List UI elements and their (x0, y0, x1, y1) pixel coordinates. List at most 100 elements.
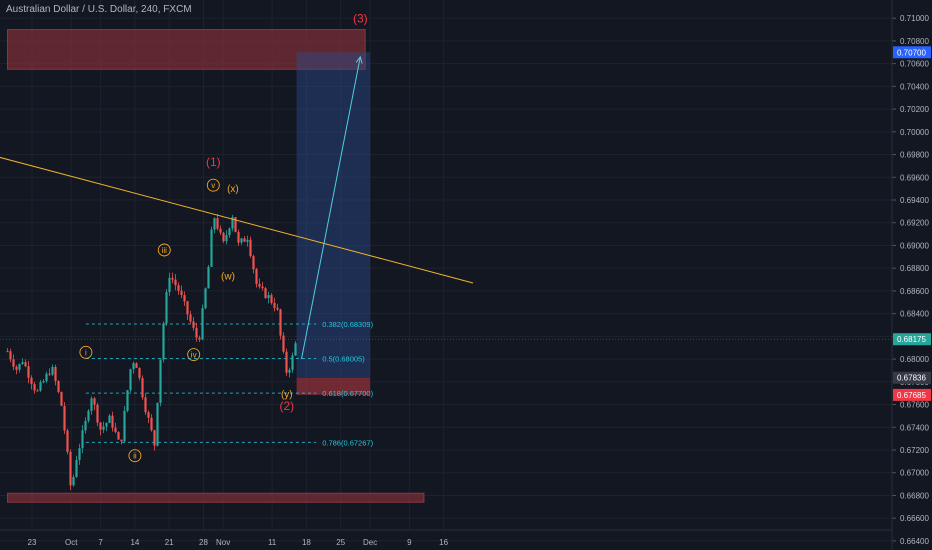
candle-body (39, 382, 42, 391)
candle-body (84, 420, 87, 431)
candle-body (210, 229, 213, 267)
candle-body (189, 314, 192, 322)
y-tick-label: 0.69600 (900, 173, 929, 182)
position-stop-zone (296, 377, 371, 395)
x-tick-label: 11 (268, 538, 277, 547)
candle-body (243, 238, 246, 242)
long-position-box[interactable] (296, 52, 371, 395)
fib-level-label: 0.618(0.67700) (322, 389, 373, 398)
candle-body (66, 430, 69, 452)
candle-body (270, 295, 273, 303)
fib-level-label: 0.382(0.68309) (322, 320, 373, 329)
candle-body (78, 448, 81, 460)
candle-body (225, 235, 228, 242)
candle-body (276, 307, 279, 310)
x-tick-label: 21 (165, 538, 174, 547)
candle-body (228, 228, 231, 236)
candle-body (12, 359, 15, 367)
y-tick-label: 0.67600 (900, 401, 929, 410)
candle-body (150, 417, 153, 431)
candle-body (117, 432, 120, 440)
x-tick-label: 28 (199, 538, 208, 547)
y-tick-label: 0.69800 (900, 151, 929, 160)
current-price-tag (893, 333, 931, 346)
candle-body (138, 367, 141, 379)
candle-body (267, 295, 270, 299)
candle-body (114, 427, 117, 433)
candle-body (174, 279, 177, 286)
candle-body (123, 410, 126, 442)
candle-body (186, 301, 189, 315)
candle-body (135, 363, 138, 368)
candle-body (252, 256, 255, 270)
candle-body (240, 238, 243, 243)
wave-circle (206, 178, 220, 192)
candle-body (48, 373, 51, 375)
entry-price-tag-text: 0.67836 (897, 374, 926, 383)
x-tick-label: 9 (407, 538, 412, 547)
current-price-tag-text: 0.68175 (897, 335, 926, 344)
candle-body (120, 439, 123, 442)
wave-circle (187, 348, 201, 361)
trendline-layer (0, 55, 892, 360)
wave-label: (2) (279, 399, 294, 413)
x-tick-label: 14 (130, 538, 139, 547)
candle-body (183, 295, 186, 302)
candle-body (255, 269, 258, 284)
candle-body (201, 308, 204, 340)
candle-body (33, 384, 36, 391)
wave-label: (x) (227, 184, 239, 195)
candle-body (294, 343, 297, 356)
y-tick-label: 0.66600 (900, 514, 929, 523)
stop-price-tag-text: 0.67685 (897, 391, 926, 400)
stop-price-tag (893, 388, 931, 401)
candle-body (171, 277, 174, 280)
x-tick-label: 18 (302, 538, 311, 547)
wave-circle (128, 449, 142, 463)
x-tick-label: Dec (363, 538, 377, 547)
price-zone (7, 492, 425, 503)
candle-body (237, 232, 240, 243)
candle-body (141, 378, 144, 398)
wave-label: (3) (353, 12, 368, 26)
candle-body (60, 392, 63, 406)
candle-body (24, 362, 27, 367)
projection-arrow-line (301, 56, 361, 360)
trendline (0, 156, 474, 284)
candle-body (177, 285, 180, 291)
wave-label: v (211, 181, 215, 190)
candle-body (69, 451, 72, 486)
wave-label: (1) (206, 155, 221, 169)
fibonacci-levels: 0.382(0.68309) 0.5(0.68005) 0.618(0.67700)… (85, 320, 374, 447)
x-tick-label: 16 (439, 538, 448, 547)
candle-body (21, 362, 24, 364)
candle-body (87, 410, 90, 421)
y-tick-label: 0.70800 (900, 37, 929, 46)
grid (0, 0, 892, 542)
candle-body (105, 422, 108, 427)
y-tick-label: 0.66800 (900, 491, 929, 500)
candle-body (126, 390, 129, 411)
y-tick-label: 0.68400 (900, 310, 929, 319)
candle-body (45, 373, 48, 382)
y-tick-label: 0.69400 (900, 196, 929, 205)
y-tick-label: 0.69200 (900, 219, 929, 228)
wave-label: (w) (221, 272, 235, 283)
candle-body (42, 381, 45, 383)
y-tick-label: 0.67000 (900, 469, 929, 478)
candle-body (165, 292, 168, 324)
y-tick-label: 0.69000 (900, 241, 929, 250)
candle-body (51, 366, 54, 375)
candle-body (144, 397, 147, 413)
candle-body (219, 228, 222, 233)
candle-body (96, 404, 99, 423)
y-tick-label: 0.70600 (900, 60, 929, 69)
x-tick-label: 7 (98, 538, 103, 547)
fib-level-label: 0.5(0.68005) (322, 355, 365, 364)
candle-body (282, 335, 285, 352)
candle-body (102, 426, 105, 430)
